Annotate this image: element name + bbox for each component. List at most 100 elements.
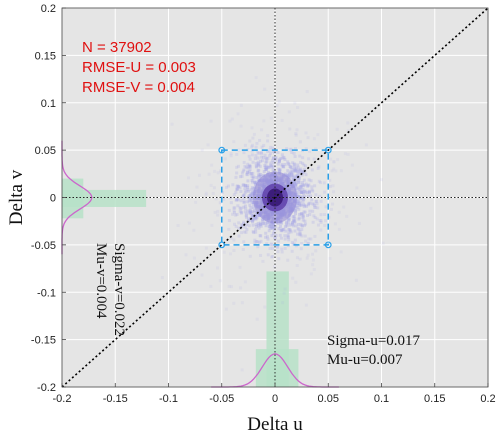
data-point (330, 207, 334, 211)
data-point (306, 241, 310, 245)
data-point (246, 148, 250, 152)
data-point (261, 155, 265, 159)
data-point (293, 212, 297, 216)
data-point (287, 172, 291, 176)
data-point (251, 180, 255, 184)
data-point (292, 169, 296, 173)
data-point (272, 265, 276, 269)
data-point (249, 192, 253, 196)
data-point (263, 153, 267, 157)
data-point (355, 186, 359, 190)
data-point (332, 190, 336, 194)
data-point (282, 156, 286, 160)
data-point (334, 169, 338, 173)
data-point (248, 168, 252, 172)
data-point (198, 173, 202, 177)
data-point (274, 156, 278, 160)
data-point (240, 301, 244, 305)
data-point (289, 170, 293, 174)
data-point (300, 228, 304, 232)
data-point (242, 230, 246, 234)
data-point (300, 242, 304, 246)
data-point (313, 203, 317, 207)
data-point (240, 231, 244, 235)
data-point (278, 170, 282, 174)
data-point (298, 196, 302, 200)
data-point (315, 199, 319, 203)
data-point (273, 151, 277, 155)
data-point (315, 217, 319, 221)
data-point (297, 204, 301, 208)
data-point (243, 204, 247, 208)
data-point (252, 203, 256, 207)
data-point (266, 139, 270, 143)
data-point (255, 176, 259, 180)
data-point (298, 196, 302, 200)
data-point (289, 147, 293, 151)
data-point (275, 244, 279, 248)
data-point (318, 218, 322, 222)
data-point (216, 171, 220, 175)
data-point (346, 152, 350, 156)
data-point (281, 227, 285, 231)
data-point (336, 158, 340, 162)
data-point (254, 240, 258, 244)
data-point (299, 247, 303, 251)
data-point (280, 247, 284, 251)
data-point (200, 273, 204, 277)
data-point (293, 147, 297, 151)
data-point (230, 117, 234, 121)
data-point (357, 221, 361, 225)
data-point (287, 162, 291, 166)
data-point (293, 242, 297, 246)
data-point (247, 211, 251, 215)
data-point (234, 224, 238, 228)
data-point (269, 161, 273, 165)
data-point (240, 174, 244, 178)
data-point (307, 189, 311, 193)
data-point (260, 128, 264, 132)
data-point (307, 202, 311, 206)
data-point (269, 151, 273, 155)
data-point (261, 221, 265, 225)
data-point (204, 246, 208, 250)
x-tick-label: -0.1 (159, 393, 178, 405)
data-point (283, 237, 287, 241)
data-point (237, 185, 241, 189)
data-point (260, 159, 264, 163)
data-point (346, 121, 350, 125)
data-point (248, 164, 252, 168)
x-tick-label: 0.05 (318, 393, 339, 405)
data-point (296, 200, 300, 204)
data-point (237, 184, 241, 188)
data-point (256, 163, 260, 167)
data-point (298, 233, 302, 237)
data-point (242, 197, 246, 201)
data-point (297, 168, 301, 172)
data-point (280, 156, 284, 160)
data-point (245, 172, 249, 176)
data-point (247, 165, 251, 169)
data-point (296, 232, 300, 236)
data-point (244, 212, 248, 216)
data-point (211, 191, 215, 195)
data-point (324, 219, 328, 223)
data-point (271, 146, 275, 150)
data-point (277, 160, 281, 164)
data-point (210, 163, 214, 167)
data-point (310, 185, 314, 189)
data-point (294, 204, 298, 208)
data-point (293, 101, 297, 105)
data-point (253, 238, 257, 242)
data-point (265, 235, 269, 239)
data-point (238, 265, 242, 269)
data-point (294, 181, 298, 185)
data-point (228, 119, 232, 123)
data-point (257, 240, 261, 244)
data-point (294, 178, 298, 182)
data-point (300, 224, 304, 228)
data-point (298, 257, 302, 261)
data-point (237, 221, 241, 225)
data-point (236, 112, 240, 116)
data-point (246, 170, 250, 174)
